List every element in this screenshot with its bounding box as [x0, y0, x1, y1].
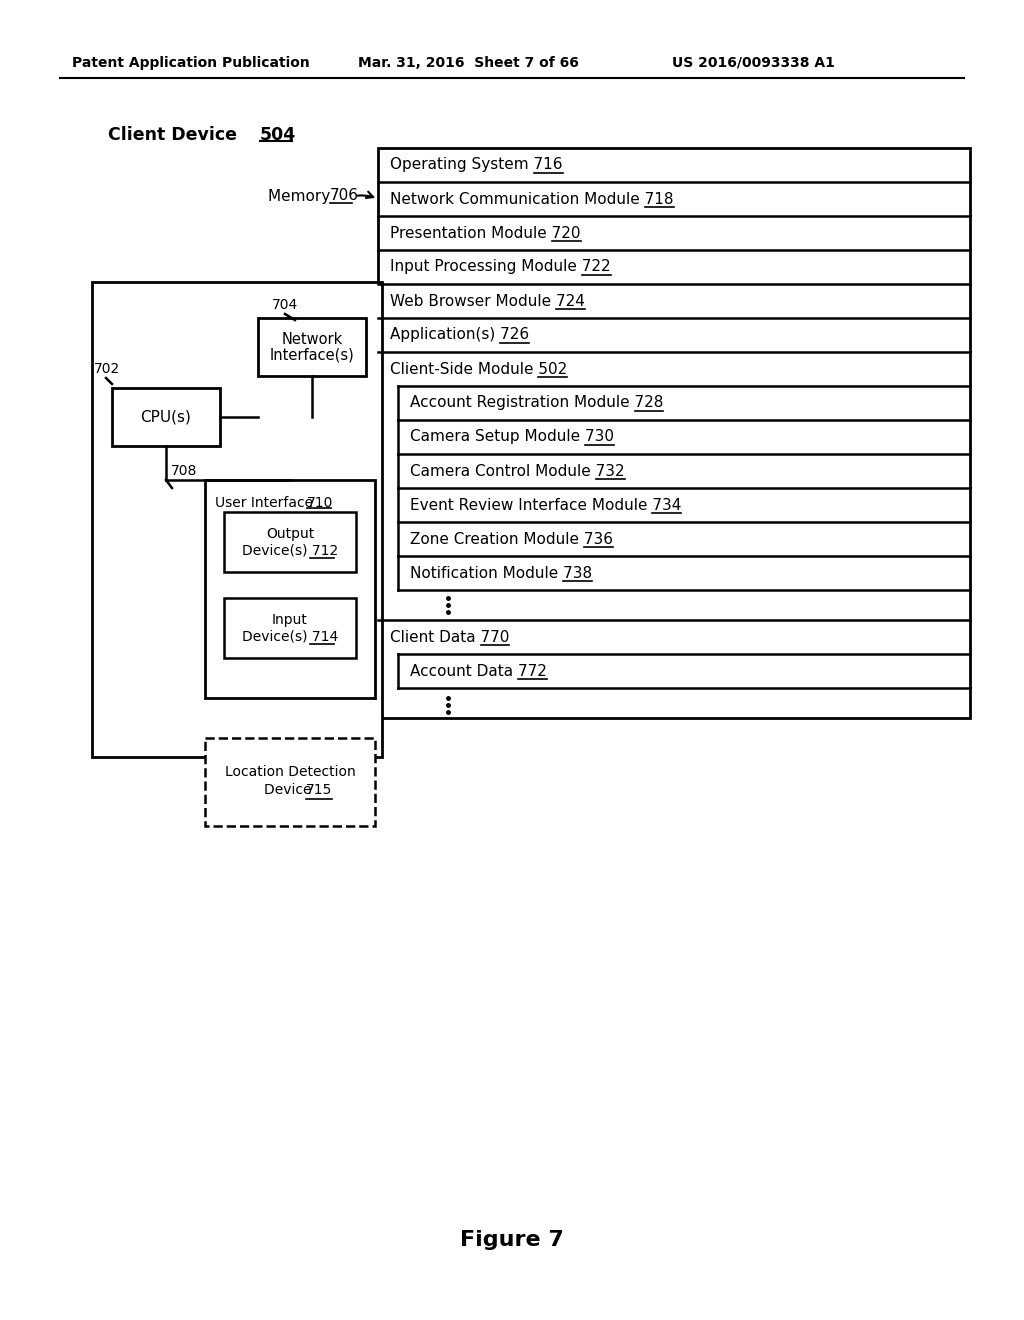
Text: Client Device: Client Device	[108, 125, 243, 144]
Text: User Interface: User Interface	[215, 496, 317, 510]
Text: CPU(s): CPU(s)	[140, 409, 191, 425]
Text: Zone Creation Module 736: Zone Creation Module 736	[410, 532, 613, 546]
Text: Output: Output	[266, 527, 314, 541]
Text: Mar. 31, 2016  Sheet 7 of 66: Mar. 31, 2016 Sheet 7 of 66	[358, 55, 579, 70]
Text: 715: 715	[306, 783, 332, 797]
Text: Account Data 772: Account Data 772	[410, 664, 547, 678]
Text: Memory: Memory	[268, 189, 335, 203]
Bar	[112, 388, 220, 446]
Text: Camera Control Module 732: Camera Control Module 732	[410, 463, 625, 479]
Text: 710: 710	[307, 496, 334, 510]
Text: Client Data 770: Client Data 770	[390, 630, 509, 644]
Text: Account Registration Module 728: Account Registration Module 728	[410, 396, 664, 411]
Text: Input: Input	[272, 612, 308, 627]
Text: 706: 706	[330, 189, 359, 203]
Bar	[224, 512, 356, 572]
Bar	[92, 282, 382, 756]
Text: Device(s) 714: Device(s) 714	[242, 630, 338, 643]
Bar	[258, 318, 366, 376]
Bar	[224, 598, 356, 657]
Text: Notification Module 738: Notification Module 738	[410, 565, 592, 581]
Bar	[205, 738, 375, 826]
Text: Event Review Interface Module 734: Event Review Interface Module 734	[410, 498, 681, 512]
Text: Network: Network	[282, 331, 343, 346]
Text: 708: 708	[171, 465, 198, 478]
Text: Camera Setup Module 730: Camera Setup Module 730	[410, 429, 614, 445]
Text: Application(s) 726: Application(s) 726	[390, 327, 529, 342]
Text: Interface(s): Interface(s)	[269, 347, 354, 363]
Text: Patent Application Publication: Patent Application Publication	[72, 55, 309, 70]
Text: Device: Device	[264, 783, 316, 797]
Text: Client-Side Module 502: Client-Side Module 502	[390, 362, 567, 376]
Text: Web Browser Module 724: Web Browser Module 724	[390, 293, 585, 309]
Text: 704: 704	[272, 298, 298, 312]
Text: US 2016/0093338 A1: US 2016/0093338 A1	[672, 55, 835, 70]
Text: 504: 504	[260, 125, 296, 144]
Text: Operating System 716: Operating System 716	[390, 157, 562, 173]
Text: Presentation Module 720: Presentation Module 720	[390, 226, 581, 240]
Text: Input Processing Module 722: Input Processing Module 722	[390, 260, 610, 275]
Bar	[378, 148, 970, 718]
Text: Location Detection: Location Detection	[224, 766, 355, 779]
Text: Figure 7: Figure 7	[460, 1230, 564, 1250]
Text: 702: 702	[94, 362, 120, 376]
Text: Device(s) 712: Device(s) 712	[242, 543, 338, 557]
Text: Network Communication Module 718: Network Communication Module 718	[390, 191, 674, 206]
Bar	[205, 480, 375, 698]
